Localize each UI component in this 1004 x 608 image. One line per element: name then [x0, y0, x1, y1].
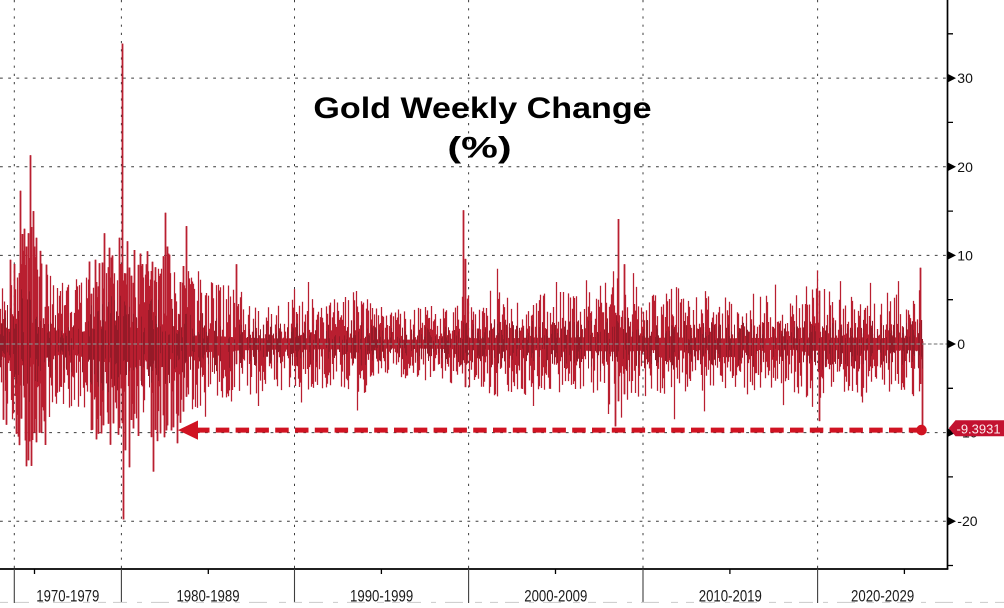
svg-text:2010-2019: 2010-2019: [699, 587, 762, 603]
svg-text:1970-1979: 1970-1979: [36, 587, 99, 603]
svg-text:Gold Weekly Change: Gold Weekly Change: [313, 91, 651, 124]
svg-text:30: 30: [957, 70, 973, 86]
svg-text:20: 20: [957, 159, 973, 175]
svg-text:1980-1989: 1980-1989: [176, 587, 239, 603]
svg-text:2020-2029: 2020-2029: [851, 587, 914, 603]
svg-text:0: 0: [957, 336, 965, 352]
svg-text:10: 10: [957, 247, 973, 263]
svg-text:(%): (%): [447, 131, 511, 164]
svg-text:2000-2009: 2000-2009: [524, 587, 587, 603]
svg-text:-9.3931: -9.3931: [957, 421, 1001, 436]
svg-text:1990-1999: 1990-1999: [350, 587, 413, 603]
svg-text:-20: -20: [957, 513, 977, 529]
